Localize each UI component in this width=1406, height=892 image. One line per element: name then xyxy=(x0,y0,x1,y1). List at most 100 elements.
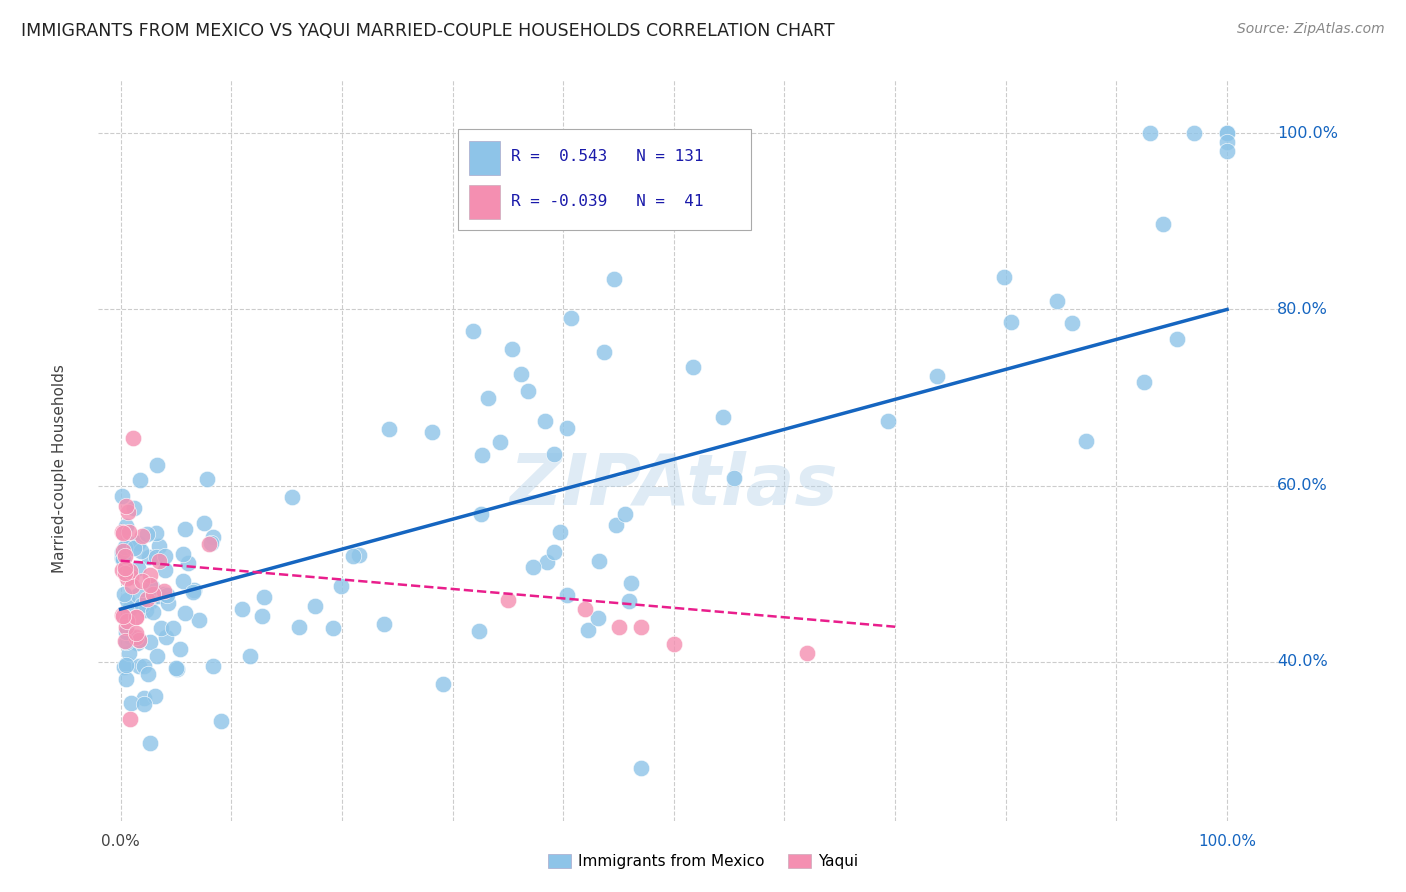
Point xyxy=(156,596,179,610)
Point xyxy=(1000,315,1022,329)
Point xyxy=(281,490,304,504)
Point xyxy=(1074,434,1097,448)
Point xyxy=(605,517,627,532)
Text: 100.0%: 100.0% xyxy=(1277,126,1339,141)
Point xyxy=(114,549,136,564)
Point xyxy=(630,761,652,775)
Point xyxy=(1216,126,1239,140)
Point xyxy=(145,458,167,473)
Point xyxy=(111,489,134,503)
Point xyxy=(1045,293,1067,308)
Point xyxy=(112,544,135,558)
FancyBboxPatch shape xyxy=(458,128,751,230)
Text: 100.0%: 100.0% xyxy=(1198,834,1256,849)
Point xyxy=(131,599,153,613)
Point xyxy=(377,422,399,436)
Point xyxy=(155,588,177,602)
Point xyxy=(114,658,136,673)
Point xyxy=(682,359,704,374)
Point xyxy=(125,609,148,624)
Point xyxy=(522,560,544,574)
Point xyxy=(148,554,170,568)
Point xyxy=(201,530,224,544)
Text: 40.0%: 40.0% xyxy=(1277,655,1327,670)
Point xyxy=(534,414,557,428)
Point xyxy=(501,342,523,356)
Point xyxy=(876,414,898,428)
Point xyxy=(593,345,616,359)
Point xyxy=(1216,144,1239,158)
Point xyxy=(128,632,150,647)
Point xyxy=(111,563,134,577)
Point xyxy=(174,522,197,536)
Point xyxy=(120,630,142,644)
Point xyxy=(145,526,167,541)
Text: IMMIGRANTS FROM MEXICO VS YAQUI MARRIED-COUPLE HOUSEHOLDS CORRELATION CHART: IMMIGRANTS FROM MEXICO VS YAQUI MARRIED-… xyxy=(21,22,835,40)
Point xyxy=(153,563,176,577)
Point xyxy=(162,621,184,635)
Point xyxy=(574,602,596,616)
Point xyxy=(193,516,215,530)
Point xyxy=(125,626,148,640)
Point xyxy=(253,590,276,604)
Point xyxy=(138,666,160,681)
Point xyxy=(463,324,485,338)
Point xyxy=(129,544,152,558)
Point xyxy=(198,536,221,550)
Point xyxy=(111,551,134,566)
Point xyxy=(470,507,492,521)
Point xyxy=(117,505,139,519)
Point xyxy=(111,549,134,564)
Point xyxy=(165,661,187,675)
Point xyxy=(128,658,150,673)
Point xyxy=(432,677,454,691)
Point xyxy=(711,409,734,424)
Point xyxy=(536,555,558,569)
Point xyxy=(118,524,141,539)
Point xyxy=(145,550,167,565)
Point xyxy=(576,624,599,638)
Point xyxy=(1152,217,1174,231)
Point xyxy=(588,610,610,624)
Point xyxy=(239,648,262,663)
Point xyxy=(114,561,136,575)
Point xyxy=(148,589,170,603)
Point xyxy=(422,425,444,440)
Point xyxy=(330,579,353,593)
Point xyxy=(172,547,194,561)
Point xyxy=(127,561,149,575)
Text: R = -0.039   N =  41: R = -0.039 N = 41 xyxy=(512,194,703,209)
Point xyxy=(516,384,538,398)
Point xyxy=(132,659,155,673)
Point xyxy=(136,591,159,606)
Point xyxy=(120,570,142,584)
FancyBboxPatch shape xyxy=(470,186,501,219)
Point xyxy=(183,582,205,597)
Point xyxy=(1139,126,1161,140)
Point xyxy=(115,518,138,533)
Point xyxy=(135,594,157,608)
Point xyxy=(111,607,134,622)
Point xyxy=(613,508,636,522)
Point xyxy=(169,641,191,656)
Point xyxy=(172,574,194,588)
Point xyxy=(153,549,176,563)
Point xyxy=(993,270,1015,285)
Point xyxy=(796,646,818,660)
Point xyxy=(630,620,652,634)
Point xyxy=(142,605,165,619)
Point xyxy=(135,603,157,617)
Point xyxy=(131,574,153,588)
Point xyxy=(118,564,141,578)
Point xyxy=(112,660,135,674)
Point xyxy=(134,698,156,712)
Point xyxy=(145,649,167,664)
Text: 0.0%: 0.0% xyxy=(101,834,141,849)
Point xyxy=(125,636,148,650)
Point xyxy=(142,587,165,601)
Point xyxy=(131,529,153,543)
Point xyxy=(322,621,344,635)
Point xyxy=(200,536,222,550)
Point xyxy=(471,448,494,462)
Point xyxy=(143,690,166,704)
